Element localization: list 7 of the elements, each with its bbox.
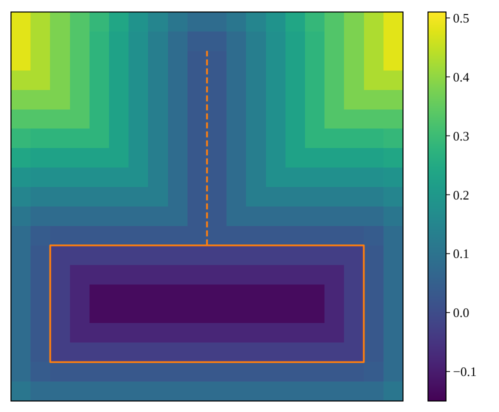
color-bar-label: −0.1 — [453, 364, 477, 380]
color-bar-label: 0.0 — [453, 305, 470, 320]
color-bar-label: 0.1 — [453, 246, 470, 262]
color-bar-label: 0.3 — [453, 128, 470, 144]
color-bar-label: 0.5 — [453, 10, 470, 26]
color-bar-label: 0.2 — [453, 187, 470, 202]
color-bar-label: 0.4 — [453, 69, 470, 84]
